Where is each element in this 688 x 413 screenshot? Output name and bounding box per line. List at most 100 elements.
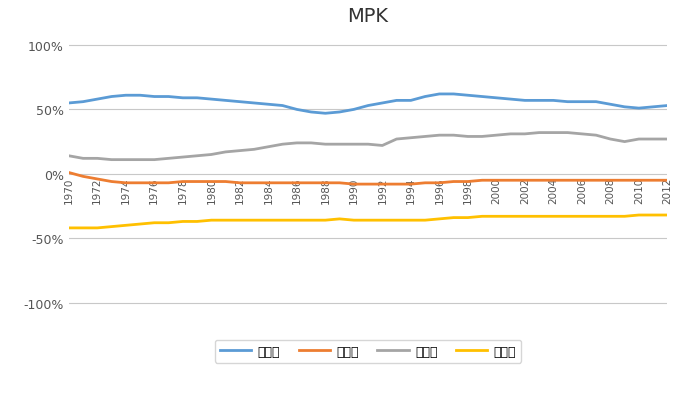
中京圈 — [535, 178, 544, 183]
地方圈 — [307, 218, 315, 223]
近畵圈 — [621, 140, 629, 145]
近畵圈 — [93, 157, 101, 161]
東京圈 — [492, 96, 500, 101]
地方圈 — [606, 214, 614, 219]
近畵圈 — [164, 157, 173, 161]
近畵圈 — [279, 142, 287, 147]
中京圈 — [122, 181, 130, 186]
中京圈 — [321, 181, 330, 186]
東京圈 — [193, 96, 201, 101]
東京圈 — [464, 93, 472, 98]
地方圈 — [136, 222, 144, 227]
地方圈 — [321, 218, 330, 223]
東京圈 — [336, 110, 344, 115]
中京圈 — [350, 182, 358, 187]
東京圈 — [521, 99, 529, 104]
東京圈 — [407, 99, 415, 104]
近畵圈 — [635, 137, 643, 142]
地方圈 — [592, 214, 600, 219]
中京圈 — [464, 180, 472, 185]
近畵圈 — [207, 153, 215, 158]
近畵圈 — [549, 131, 557, 136]
東京圈 — [506, 97, 515, 102]
地方圈 — [464, 216, 472, 221]
中京圈 — [164, 181, 173, 186]
近畵圈 — [578, 132, 586, 137]
Line: 近畵圈: 近畵圈 — [69, 133, 667, 160]
近畵圈 — [449, 133, 458, 138]
地方圈 — [264, 218, 272, 223]
東京圈 — [164, 95, 173, 100]
東京圈 — [621, 105, 629, 110]
地方圈 — [65, 226, 73, 231]
中京圈 — [150, 181, 158, 186]
地方圈 — [93, 226, 101, 231]
地方圈 — [193, 219, 201, 224]
中京圈 — [136, 181, 144, 186]
地方圈 — [207, 218, 215, 223]
Line: 東京圈: 東京圈 — [69, 95, 667, 114]
東京圈 — [364, 104, 372, 109]
中京圈 — [421, 181, 429, 186]
中京圈 — [236, 181, 244, 186]
近畵圈 — [478, 135, 486, 140]
地方圈 — [122, 223, 130, 228]
東京圈 — [478, 95, 486, 100]
中京圈 — [449, 180, 458, 185]
中京圈 — [222, 180, 230, 185]
東京圈 — [321, 112, 330, 116]
地方圈 — [250, 218, 258, 223]
地方圈 — [521, 214, 529, 219]
東京圈 — [207, 97, 215, 102]
近畵圈 — [492, 133, 500, 138]
地方圈 — [478, 214, 486, 219]
地方圈 — [150, 221, 158, 225]
地方圈 — [436, 217, 444, 222]
地方圈 — [535, 214, 544, 219]
中京圈 — [179, 180, 187, 185]
東京圈 — [79, 100, 87, 105]
東京圈 — [292, 108, 301, 113]
中京圈 — [492, 178, 500, 183]
地方圈 — [407, 218, 415, 223]
中京圈 — [663, 178, 671, 183]
東京圈 — [563, 100, 572, 105]
近畵圈 — [264, 145, 272, 150]
中京圈 — [521, 178, 529, 183]
近畵圈 — [464, 135, 472, 140]
地方圈 — [336, 217, 344, 222]
東京圈 — [279, 104, 287, 109]
近畵圈 — [606, 137, 614, 142]
東京圈 — [421, 95, 429, 100]
地方圈 — [222, 218, 230, 223]
東京圈 — [264, 102, 272, 107]
近畵圈 — [378, 144, 387, 149]
近畵圈 — [392, 137, 400, 142]
地方圈 — [364, 218, 372, 223]
中京圈 — [392, 182, 400, 187]
東京圈 — [307, 110, 315, 115]
東京圈 — [378, 101, 387, 106]
中京圈 — [635, 178, 643, 183]
東京圈 — [93, 97, 101, 102]
中京圈 — [279, 181, 287, 186]
中京圈 — [107, 180, 116, 185]
東京圈 — [236, 100, 244, 105]
近畵圈 — [436, 133, 444, 138]
近畵圈 — [364, 142, 372, 147]
東京圈 — [535, 99, 544, 104]
地方圈 — [635, 213, 643, 218]
東京圈 — [107, 95, 116, 100]
中京圈 — [592, 178, 600, 183]
Legend: 東京圈, 中京圈, 近畵圈, 地方圈: 東京圈, 中京圈, 近畵圈, 地方圈 — [215, 340, 522, 363]
近畵圈 — [150, 158, 158, 163]
近畵圈 — [535, 131, 544, 136]
中京圈 — [506, 178, 515, 183]
東京圈 — [663, 104, 671, 109]
地方圈 — [492, 214, 500, 219]
地方圈 — [236, 218, 244, 223]
近畵圈 — [321, 142, 330, 147]
地方圈 — [378, 218, 387, 223]
地方圈 — [392, 218, 400, 223]
東京圈 — [649, 105, 657, 110]
